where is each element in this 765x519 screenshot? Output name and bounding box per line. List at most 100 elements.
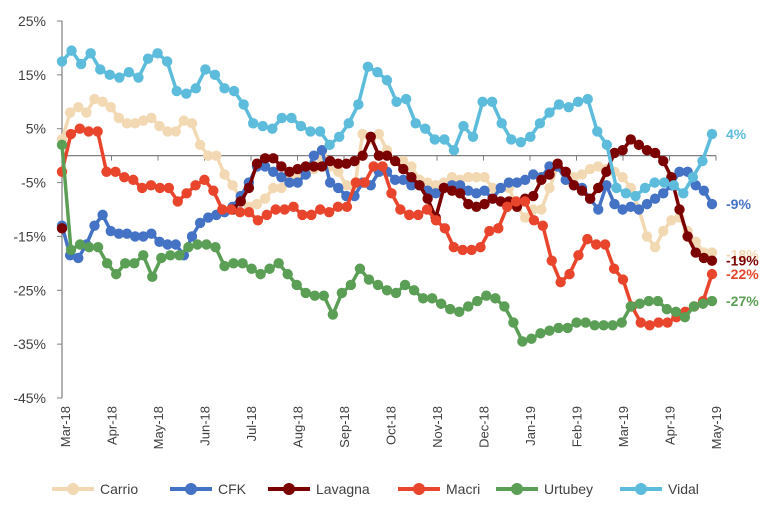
data-point-urtubey <box>697 298 709 309</box>
data-point-cfk <box>300 169 311 180</box>
data-point-carrio <box>276 182 287 194</box>
data-point-urtubey <box>92 242 104 253</box>
data-point-urtubey <box>101 258 113 269</box>
data-point-vidal <box>133 72 144 83</box>
data-point-macri <box>243 206 255 218</box>
data-point-cfk <box>658 188 669 199</box>
data-point-urtubey <box>463 301 474 312</box>
series-macri <box>56 123 718 331</box>
data-point-urtubey <box>65 244 77 256</box>
data-point-urtubey <box>661 303 673 315</box>
data-point-vidal <box>95 64 106 75</box>
data-point-lavagna <box>674 204 685 215</box>
data-point-cfk <box>292 177 303 188</box>
data-point-vidal <box>697 155 708 167</box>
data-point-vidal <box>534 118 546 129</box>
data-point-macri <box>128 174 139 186</box>
data-point-vidal <box>439 134 450 145</box>
data-point-vidal <box>267 123 278 134</box>
data-point-macri <box>386 188 397 199</box>
data-point-carrio <box>373 128 385 140</box>
y-tick-label: -5% <box>21 175 46 191</box>
data-point-lavagna <box>381 150 393 161</box>
data-point-carrio <box>146 112 157 124</box>
data-point-cfk <box>593 204 604 215</box>
data-point-urtubey <box>273 258 284 269</box>
legend-swatch-marker <box>185 483 197 495</box>
end-label-macri: -22% <box>726 266 759 282</box>
data-point-macri <box>332 201 344 213</box>
data-point-urtubey <box>390 287 402 299</box>
data-point-vidal <box>161 56 173 67</box>
data-point-macri <box>163 182 175 194</box>
data-point-urtubey <box>110 268 122 280</box>
data-point-macri <box>323 206 335 218</box>
data-point-vidal <box>544 107 555 118</box>
data-point-vidal <box>181 88 192 99</box>
data-point-lavagna <box>576 185 588 196</box>
data-point-urtubey <box>318 290 330 301</box>
data-point-carrio <box>64 107 76 118</box>
data-point-vidal <box>582 93 593 105</box>
data-point-macri <box>297 209 308 221</box>
data-point-vidal <box>219 83 230 94</box>
x-axis-ticks: Mar-18 Apr-18 May-18 Jun-18 Jul-18 Aug-18 Sep-… <box>58 155 724 449</box>
data-point-urtubey <box>255 268 266 280</box>
data-point-vidal <box>75 58 87 70</box>
data-point-vidal <box>66 45 77 56</box>
data-point-vidal <box>353 99 364 110</box>
data-point-vidal <box>458 120 469 132</box>
x-tick-label: Mar-19 <box>616 406 631 447</box>
x-tick-label: Feb-19 <box>570 406 585 447</box>
data-point-cfk <box>138 231 149 242</box>
data-point-vidal <box>286 112 297 124</box>
data-point-urtubey <box>616 317 627 328</box>
data-point-vidal <box>171 85 182 97</box>
data-point-lavagna <box>251 158 263 169</box>
data-point-cfk <box>528 169 539 180</box>
data-point-lavagna <box>641 145 653 156</box>
data-point-lavagna <box>617 145 628 156</box>
x-tick-label: Sep-18 <box>337 406 352 448</box>
y-tick-label: 15% <box>18 67 46 83</box>
data-point-lavagna <box>276 161 287 172</box>
data-point-macri <box>582 233 593 245</box>
legend-swatch-marker <box>67 483 79 495</box>
data-point-macri <box>421 204 433 215</box>
data-point-carrio <box>251 198 263 210</box>
data-point-macri <box>617 274 629 285</box>
data-point-lavagna <box>560 166 571 177</box>
data-point-urtubey <box>472 295 483 307</box>
data-point-macri <box>110 166 121 177</box>
data-point-lavagna <box>292 163 303 175</box>
data-point-carrio <box>406 161 417 172</box>
x-tick-label: Apr-18 <box>105 406 120 445</box>
data-point-carrio <box>617 171 628 183</box>
data-point-carrio <box>446 171 458 183</box>
data-point-vidal <box>620 188 632 199</box>
data-point-vidal <box>104 69 115 81</box>
data-point-macri <box>662 317 673 328</box>
data-point-vidal <box>391 96 402 107</box>
data-point-vidal <box>228 85 240 97</box>
x-tick-label: Jan-19 <box>523 406 538 446</box>
data-point-urtubey <box>74 239 86 250</box>
data-point-lavagna <box>284 166 295 177</box>
data-point-macri <box>217 204 228 215</box>
data-point-urtubey <box>435 298 447 309</box>
data-point-lavagna <box>479 198 490 210</box>
data-point-macri <box>74 123 86 134</box>
data-point-carrio <box>194 139 206 151</box>
data-point-vidal <box>276 112 288 124</box>
data-point-cfk <box>276 171 287 183</box>
data-point-vidal <box>400 93 412 105</box>
data-point-macri <box>635 317 646 328</box>
data-point-urtubey <box>571 317 582 328</box>
data-point-urtubey <box>454 306 465 318</box>
data-point-vidal <box>410 118 421 129</box>
data-point-lavagna <box>341 158 352 169</box>
data-point-urtubey <box>354 263 366 274</box>
data-point-lavagna <box>357 150 368 161</box>
data-point-cfk <box>308 150 320 161</box>
data-point-lavagna <box>528 190 539 202</box>
